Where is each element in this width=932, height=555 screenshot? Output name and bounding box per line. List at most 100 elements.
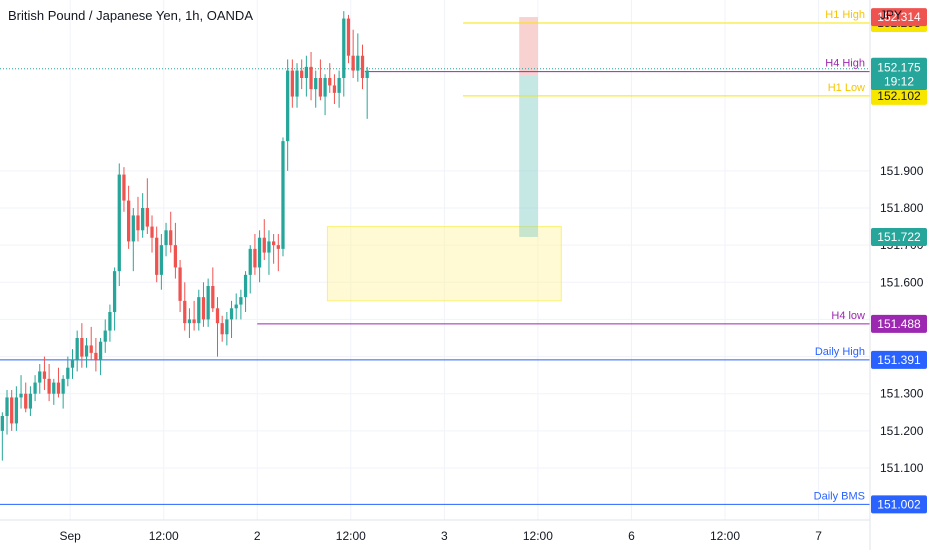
candle-body	[220, 323, 224, 335]
candle-body	[328, 78, 332, 86]
candle-body	[150, 226, 154, 238]
candle-body	[24, 393, 28, 409]
price-tick-label: 151.900	[880, 164, 924, 178]
level-price-badge	[871, 495, 927, 514]
candle-body	[253, 248, 257, 268]
price-tick-label: 151.600	[880, 275, 924, 289]
candle-body	[365, 70, 369, 78]
candle-body	[229, 308, 234, 320]
position-risk[interactable]	[519, 17, 538, 76]
price-badge	[871, 227, 927, 246]
candle-body	[38, 371, 42, 383]
candle-body	[89, 345, 93, 353]
candle-body	[276, 245, 280, 249]
level-label: H4 High	[825, 58, 865, 70]
demand-zone[interactable]	[326, 226, 562, 302]
candle-body	[225, 319, 229, 335]
candle-body	[323, 78, 327, 97]
candle-body	[84, 345, 89, 357]
price-badge	[871, 8, 927, 27]
candle-body	[145, 208, 149, 227]
candle-body	[318, 78, 323, 97]
candle-body	[136, 215, 140, 231]
candle-body	[98, 341, 103, 361]
candle-body	[70, 360, 75, 368]
candle-body	[262, 237, 266, 253]
candle-body	[342, 18, 346, 79]
price-tick-label: 151.100	[880, 461, 924, 475]
candle-body	[178, 267, 182, 301]
candle-body	[56, 382, 61, 394]
level-price-badge	[871, 86, 927, 105]
candle-body	[10, 397, 14, 424]
candle-body	[234, 304, 238, 309]
candle-body	[33, 382, 37, 394]
candle-body	[243, 274, 248, 298]
zones	[326, 17, 562, 302]
candle-body	[239, 297, 243, 305]
time-tick-label: Sep	[59, 529, 81, 543]
position-target[interactable]	[519, 75, 538, 237]
candle-body	[295, 70, 299, 97]
candle-body	[14, 397, 19, 424]
time-tick-label: 2	[254, 529, 261, 543]
candles	[0, 11, 369, 461]
candle-body	[183, 300, 187, 324]
candle-body	[122, 174, 126, 201]
level-label: Daily High	[815, 346, 865, 358]
price-badges: 152.298152.167152.102151.488151.391151.0…	[871, 8, 927, 514]
candle-body	[356, 55, 360, 71]
candle-body	[257, 237, 262, 268]
time-tick-label: 12:00	[710, 529, 740, 543]
candle-body	[159, 245, 164, 275]
level-price-badge-text: 151.488	[877, 317, 921, 331]
candle-body	[337, 78, 341, 93]
level-label: H1 High	[825, 9, 865, 21]
candle-body	[271, 241, 276, 246]
candle-body	[169, 230, 173, 246]
time-tick-label: 6	[628, 529, 635, 543]
time-tick-label: 12:00	[149, 529, 179, 543]
candle-body	[211, 286, 215, 309]
price-tick-label: 151.300	[880, 387, 924, 401]
candle-body	[117, 174, 121, 272]
countdown-text: 19:12	[884, 75, 914, 89]
price-badge-text: 151.722	[877, 230, 921, 244]
candle-body	[290, 70, 294, 97]
currency-label: JPY	[880, 8, 903, 22]
level-label: H4 low	[831, 310, 865, 322]
candle-body	[47, 378, 51, 394]
candle-body	[155, 237, 159, 275]
candle-body	[61, 378, 65, 394]
candle-body	[94, 352, 98, 361]
level-label: H1 Low	[828, 82, 865, 94]
candle-body	[314, 78, 318, 90]
candle-body	[309, 66, 313, 90]
grid-lines	[0, 0, 870, 520]
candle-body	[42, 371, 47, 379]
candle-body	[52, 382, 56, 394]
candle-body	[66, 367, 70, 379]
level-price-badge-text: 152.102	[877, 89, 921, 103]
level-price-badge-text: 151.391	[877, 353, 921, 367]
candle-body	[304, 66, 309, 78]
candle-body	[215, 308, 220, 324]
time-tick-label: 12:00	[523, 529, 553, 543]
candle-body	[103, 330, 107, 342]
price-tick-label: 151.200	[880, 424, 924, 438]
candle-body	[332, 85, 337, 93]
candle-body	[286, 70, 290, 142]
candle-body	[112, 271, 117, 312]
candle-body	[267, 241, 271, 253]
candle-body	[281, 141, 285, 249]
candle-body	[187, 319, 192, 324]
candle-body	[0, 416, 4, 431]
price-tick-label: 151.800	[880, 201, 924, 215]
candle-body	[173, 245, 178, 268]
candle-body	[28, 393, 33, 409]
level-label: Daily BMS	[814, 490, 865, 502]
candle-body	[5, 397, 9, 416]
